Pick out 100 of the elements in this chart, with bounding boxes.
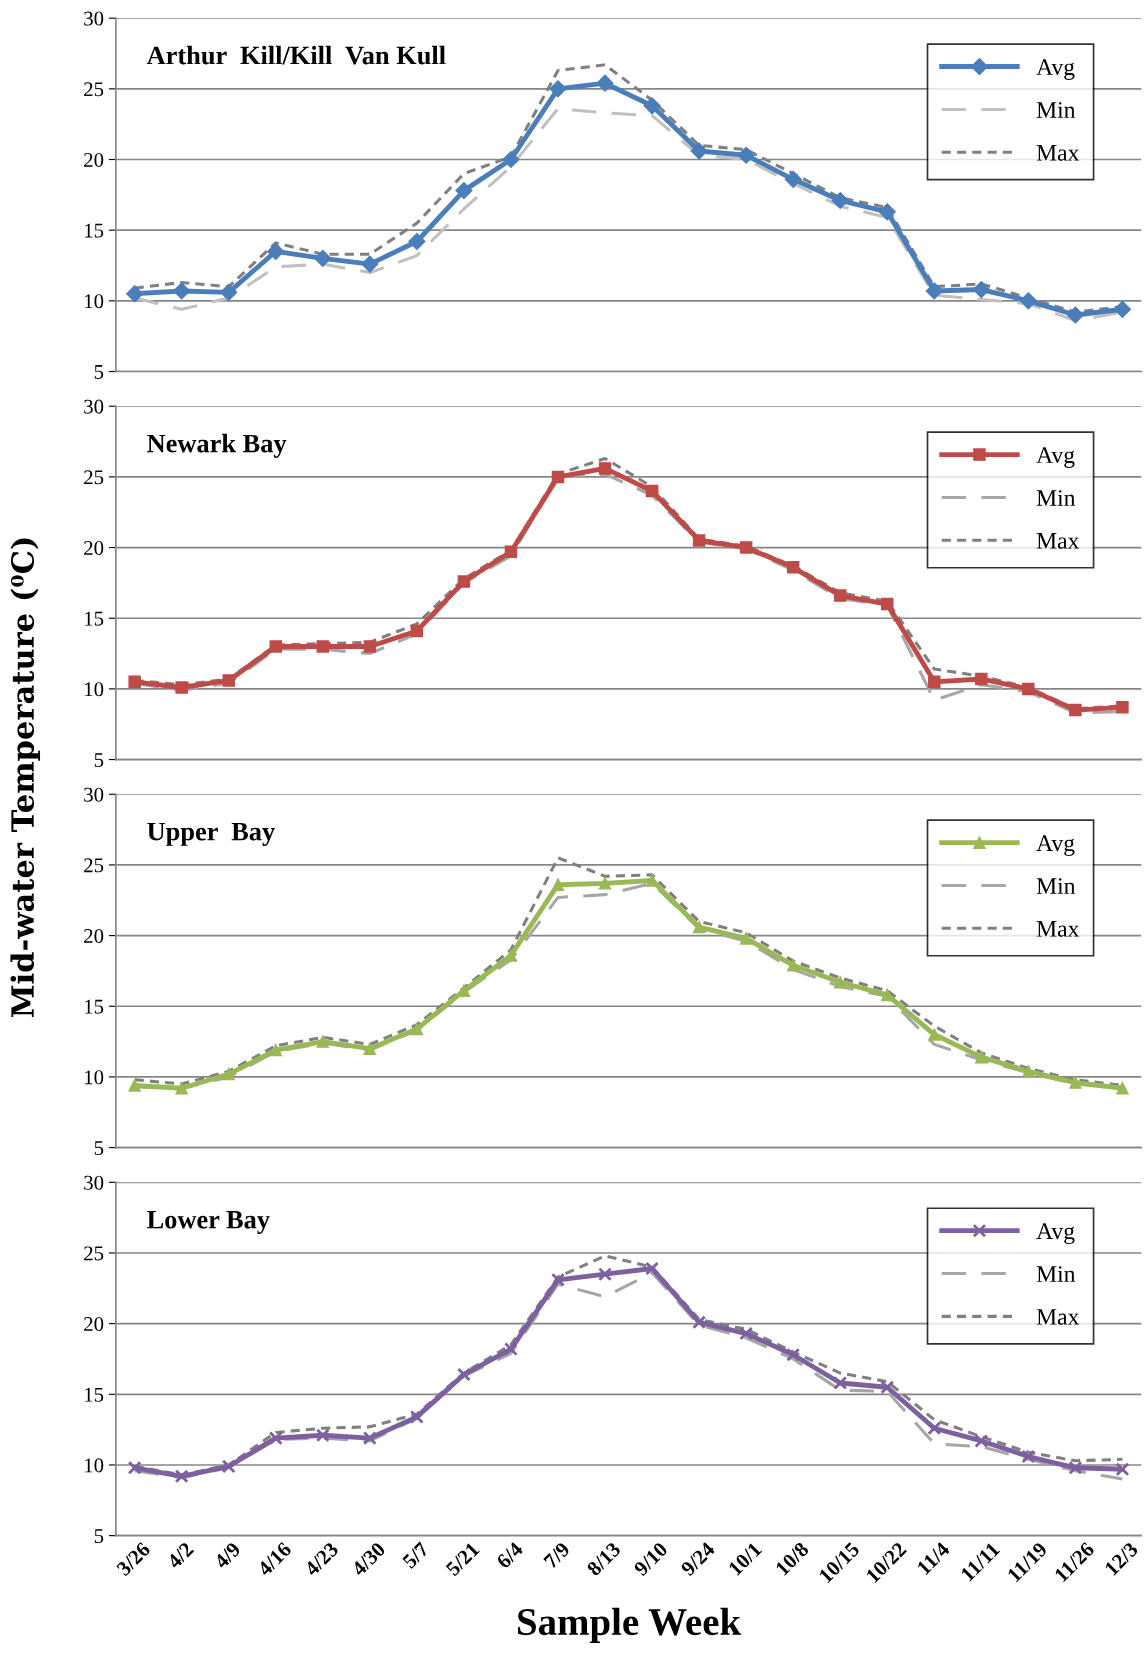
x-tick-label: 5/21 bbox=[445, 1541, 480, 1577]
point bbox=[128, 675, 141, 689]
x-tick-label: 10/8 bbox=[775, 1541, 810, 1576]
x-tick-label: 3/26 bbox=[115, 1541, 152, 1577]
point bbox=[1019, 292, 1037, 310]
point bbox=[316, 640, 330, 653]
point bbox=[1021, 1449, 1036, 1464]
point bbox=[455, 182, 473, 200]
point bbox=[504, 949, 518, 962]
point bbox=[1022, 1065, 1035, 1078]
legend-label: Max bbox=[1036, 1309, 1080, 1325]
point bbox=[268, 1431, 283, 1446]
x-tick-label: 9/24 bbox=[680, 1541, 716, 1577]
point bbox=[269, 1043, 283, 1057]
text: Lower Bay bbox=[147, 1210, 270, 1234]
point bbox=[222, 674, 235, 687]
y-tick-label: 15 bbox=[85, 223, 104, 238]
point bbox=[784, 170, 802, 188]
point bbox=[596, 74, 614, 92]
point bbox=[1069, 703, 1082, 717]
legend-label: Max bbox=[1036, 533, 1080, 549]
y-tick-label: 10 bbox=[85, 294, 104, 309]
point bbox=[363, 1042, 377, 1055]
y-tick-label: 30 bbox=[84, 399, 104, 414]
y-axis-title: Mid-water Temperature (⁰C) bbox=[10, 538, 41, 1017]
point bbox=[881, 597, 894, 611]
point bbox=[222, 1067, 235, 1081]
point bbox=[551, 1272, 565, 1287]
point bbox=[1069, 1076, 1082, 1089]
x-tick-label: 6/4 bbox=[495, 1541, 524, 1570]
point bbox=[643, 97, 661, 115]
x-tick-label: 4/16 bbox=[256, 1541, 293, 1577]
point bbox=[1115, 1462, 1130, 1477]
point bbox=[502, 150, 520, 169]
point bbox=[314, 249, 332, 267]
text: Upper Bay bbox=[147, 822, 275, 846]
point bbox=[363, 640, 377, 653]
text: Arthur Kill/Kill Van Kull bbox=[146, 45, 446, 65]
point bbox=[127, 1460, 142, 1475]
legend-label: Avg bbox=[1036, 1223, 1075, 1245]
x-tick-label: 4/2 bbox=[166, 1541, 195, 1570]
point bbox=[173, 282, 191, 300]
legend-label: Avg bbox=[1036, 447, 1075, 468]
point bbox=[739, 1326, 754, 1341]
point bbox=[267, 242, 285, 260]
point bbox=[645, 1261, 660, 1276]
y-tick-label: 30 bbox=[84, 1175, 104, 1190]
legend-label: Avg bbox=[1036, 59, 1075, 80]
y-tick-label: 10 bbox=[85, 1070, 104, 1085]
point bbox=[549, 80, 567, 98]
point bbox=[598, 1267, 612, 1282]
point bbox=[1113, 300, 1132, 318]
point bbox=[409, 1409, 424, 1424]
point bbox=[881, 988, 894, 1002]
point bbox=[925, 282, 943, 300]
point bbox=[598, 877, 612, 890]
point bbox=[269, 640, 283, 653]
legend-label: Max bbox=[1036, 921, 1080, 937]
point bbox=[315, 1428, 330, 1443]
x-tick-label: 4/9 bbox=[213, 1541, 242, 1570]
y-tick-label: 5 bbox=[94, 365, 104, 379]
legend-label: Max bbox=[1036, 145, 1080, 161]
point bbox=[692, 1315, 707, 1330]
y-tick-label: 25 bbox=[84, 82, 104, 97]
legend-label: Min bbox=[1036, 102, 1076, 118]
point bbox=[551, 878, 565, 891]
x-tick-label: 4/23 bbox=[303, 1541, 340, 1577]
point bbox=[927, 1421, 942, 1436]
point bbox=[692, 920, 706, 934]
point bbox=[831, 191, 849, 210]
point bbox=[221, 1459, 236, 1474]
y-tick-label: 20 bbox=[84, 1317, 104, 1332]
point bbox=[174, 1469, 189, 1484]
y-tick-label: 10 bbox=[85, 682, 104, 697]
x-tick-label: 10/1 bbox=[727, 1541, 763, 1576]
y-tick-label: 25 bbox=[84, 470, 104, 485]
point bbox=[739, 541, 753, 554]
point bbox=[410, 1022, 424, 1036]
y-tick-label: 30 bbox=[84, 11, 104, 26]
point bbox=[928, 675, 941, 689]
point bbox=[928, 1028, 941, 1041]
point bbox=[974, 1434, 989, 1448]
x-tick-label: 5/7 bbox=[401, 1541, 430, 1570]
point bbox=[316, 1035, 330, 1048]
y-tick-label: 25 bbox=[84, 858, 104, 873]
legend-label: Min bbox=[1036, 490, 1076, 506]
point bbox=[504, 545, 518, 559]
legend-label: Avg bbox=[1036, 835, 1075, 856]
point bbox=[786, 959, 800, 972]
point bbox=[975, 1050, 988, 1064]
legend-label: Min bbox=[1036, 1266, 1076, 1282]
y-tick-label: 20 bbox=[84, 928, 104, 944]
point bbox=[410, 624, 424, 638]
y-tick-label: 20 bbox=[84, 152, 104, 167]
point bbox=[175, 1081, 188, 1095]
point bbox=[598, 462, 612, 475]
point bbox=[833, 1376, 848, 1390]
text: Newark Bay bbox=[147, 433, 287, 458]
x-tick-label: 8/13 bbox=[586, 1541, 622, 1577]
point bbox=[833, 975, 847, 989]
